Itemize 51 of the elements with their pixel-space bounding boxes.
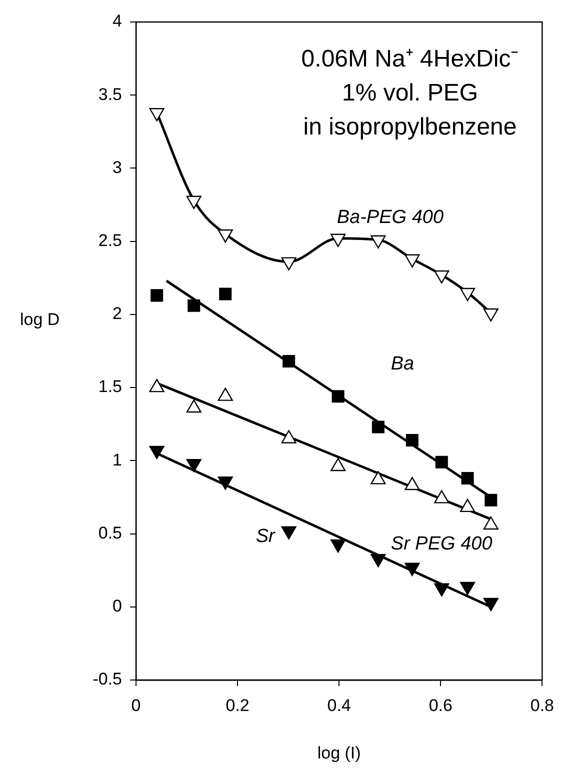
text: Ba	[390, 354, 414, 375]
y-tick-label: 1.5	[98, 377, 122, 396]
series-label: Ba-PEG 400	[336, 207, 444, 228]
series-label: Sr	[256, 526, 276, 548]
x-axis-title: log (I)	[317, 743, 361, 762]
y-tick-label: 2.5	[98, 231, 122, 250]
point	[372, 420, 384, 434]
y-axis-title: log D	[20, 310, 60, 329]
point	[370, 235, 386, 248]
point	[149, 108, 164, 122]
x-tick-label: 0.6	[428, 696, 452, 715]
x-tick-label: 0	[131, 696, 141, 715]
point	[483, 516, 498, 530]
y-tick-label: 2	[112, 304, 122, 324]
point	[330, 458, 346, 472]
point	[150, 289, 164, 302]
point	[460, 288, 476, 302]
x-tick-label: 0.4	[327, 696, 351, 715]
annotation: in isopropylbenzene	[303, 114, 517, 141]
annotation: 1% vol. PEG	[342, 80, 478, 107]
y-tick-label: 0	[112, 596, 122, 616]
point	[484, 494, 498, 506]
point	[281, 257, 296, 270]
series-label: Sr PEG 400	[390, 533, 493, 554]
point	[404, 476, 420, 490]
point	[435, 456, 448, 468]
y-tick-label: 0.5	[98, 523, 122, 542]
x-tick-label: 0.2	[226, 696, 250, 715]
point	[460, 498, 476, 512]
point	[370, 471, 386, 484]
y-tick-label: 1	[112, 450, 122, 470]
point	[186, 196, 202, 209]
y-tick-label: 4	[112, 12, 122, 31]
point	[218, 229, 233, 243]
point	[434, 490, 450, 504]
point	[483, 308, 498, 322]
y-tick-label: 3.5	[98, 84, 122, 104]
point	[404, 254, 420, 268]
y-tick-label: -0.5	[92, 670, 122, 689]
x-tick-label: 0.8	[530, 696, 554, 715]
point	[219, 288, 232, 300]
point	[332, 390, 344, 403]
point	[330, 234, 346, 248]
y-tick-label: 3	[112, 158, 122, 177]
point	[434, 270, 450, 284]
point	[188, 299, 200, 312]
point	[461, 472, 474, 484]
annotation: 0.06M Na⁺ 4HexDic⁻	[301, 46, 519, 73]
point	[406, 434, 418, 446]
point	[282, 354, 296, 368]
point	[281, 430, 296, 444]
